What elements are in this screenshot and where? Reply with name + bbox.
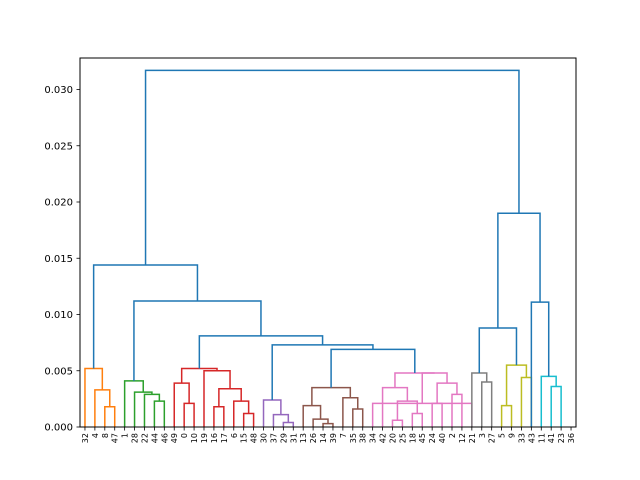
leaf-label: 21 (468, 433, 477, 443)
leaf-label: 0 (180, 433, 189, 438)
leaf-label: 40 (438, 433, 447, 443)
leaf-label: 11 (537, 433, 546, 443)
leaf-label: 41 (547, 433, 556, 443)
leaf-label: 48 (250, 433, 259, 443)
leaf-label: 18 (408, 433, 417, 443)
leaf-label: 47 (111, 433, 120, 443)
leaf-label: 33 (517, 433, 526, 443)
leaf-label: 14 (319, 433, 328, 443)
leaf-label: 34 (369, 433, 378, 443)
y-tick-label: 0.020 (44, 198, 73, 209)
leaf-label: 36 (567, 433, 576, 443)
leaf-label: 27 (488, 433, 497, 443)
leaf-label: 20 (388, 433, 397, 443)
leaf-label: 16 (210, 433, 219, 443)
leaf-label: 17 (220, 433, 229, 443)
leaf-label: 19 (200, 433, 209, 443)
leaf-label: 9 (508, 433, 517, 438)
leaf-label: 7 (339, 433, 348, 438)
dendrogram-links (84, 69, 562, 427)
leaf-label: 13 (299, 433, 308, 443)
leaf-label: 28 (131, 433, 140, 443)
leaf-label: 22 (140, 433, 149, 443)
leaf-label: 45 (418, 433, 427, 443)
leaf-label: 8 (101, 433, 110, 438)
leaf-label: 42 (379, 433, 388, 443)
y-tick-label: 0.025 (44, 141, 73, 152)
y-tick-label: 0.000 (44, 423, 73, 434)
leaf-label: 10 (190, 433, 199, 443)
leaf-label: 6 (230, 433, 239, 438)
leaf-label: 38 (359, 433, 368, 443)
leaf-label: 43 (527, 433, 536, 443)
leaf-label: 4 (91, 433, 100, 438)
leaf-label: 30 (260, 433, 269, 443)
leaf-label: 2 (448, 433, 457, 438)
y-axis: 0.000 0.005 0.010 0.015 0.020 0.025 0.030 (44, 85, 80, 434)
leaf-label: 15 (240, 433, 249, 443)
leaf-label: 1 (121, 433, 130, 438)
dendrogram-link (394, 372, 435, 388)
leaf-label: 29 (279, 433, 288, 443)
leaf-label: 25 (398, 433, 407, 443)
leaf-label: 37 (269, 433, 278, 443)
y-tick-label: 0.005 (44, 366, 73, 377)
leaf-label: 46 (160, 433, 169, 443)
y-tick-label: 0.030 (44, 85, 73, 96)
y-tick-label: 0.010 (44, 310, 73, 321)
leaf-label: 12 (458, 433, 467, 443)
dendrogram-link (144, 69, 520, 265)
leaf-label: 49 (170, 433, 179, 443)
leaf-label: 35 (349, 433, 358, 443)
plot-frame (79, 57, 577, 428)
leaf-label: 39 (329, 433, 338, 443)
leaf-label: 24 (428, 433, 437, 443)
leaf-label: 44 (150, 433, 159, 443)
leaf-label: 23 (557, 433, 566, 443)
y-tick-label: 0.015 (44, 254, 73, 265)
leaf-label: 26 (309, 433, 318, 443)
leaf-label: 32 (81, 433, 90, 443)
leaf-label: 31 (289, 433, 298, 443)
leaf-label: 3 (478, 433, 487, 438)
leaf-label: 5 (498, 433, 507, 438)
x-axis: 32 4 8 47 1 28 22 44 46 49 0 10 19 16 17 6 15 48 30 37 29 31 1… (81, 427, 576, 443)
